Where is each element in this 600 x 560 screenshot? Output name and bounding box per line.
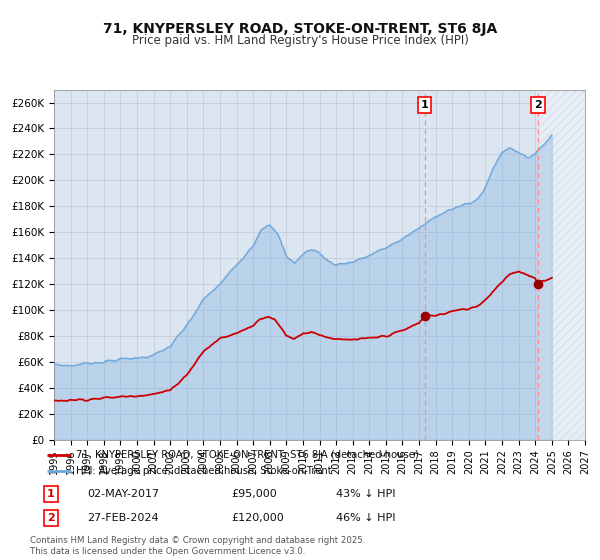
Text: 1: 1 [421,100,428,110]
Text: 02-MAY-2017: 02-MAY-2017 [87,489,159,499]
Text: Price paid vs. HM Land Registry's House Price Index (HPI): Price paid vs. HM Land Registry's House … [131,34,469,46]
Text: 71, KNYPERSLEY ROAD, STOKE-ON-TRENT, ST6 8JA (detached house): 71, KNYPERSLEY ROAD, STOKE-ON-TRENT, ST6… [76,450,419,460]
Text: 27-FEB-2024: 27-FEB-2024 [87,513,158,523]
Text: HPI: Average price, detached house, Stoke-on-Trent: HPI: Average price, detached house, Stok… [76,466,332,477]
Text: 71, KNYPERSLEY ROAD, STOKE-ON-TRENT, ST6 8JA: 71, KNYPERSLEY ROAD, STOKE-ON-TRENT, ST6… [103,22,497,36]
Text: 2: 2 [47,513,55,523]
Bar [538,90,585,440]
Text: Contains HM Land Registry data © Crown copyright and database right 2025.
This d: Contains HM Land Registry data © Crown c… [30,536,365,556]
Text: £95,000: £95,000 [231,489,277,499]
Text: 2: 2 [534,100,542,110]
Text: £120,000: £120,000 [231,513,284,523]
Text: 1: 1 [47,489,55,499]
Text: 46% ↓ HPI: 46% ↓ HPI [336,513,395,523]
Bar [538,90,585,440]
Text: 43% ↓ HPI: 43% ↓ HPI [336,489,395,499]
